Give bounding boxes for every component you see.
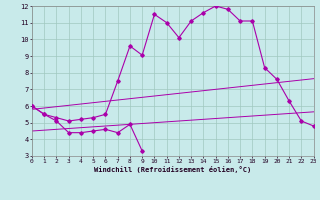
- X-axis label: Windchill (Refroidissement éolien,°C): Windchill (Refroidissement éolien,°C): [94, 166, 252, 173]
